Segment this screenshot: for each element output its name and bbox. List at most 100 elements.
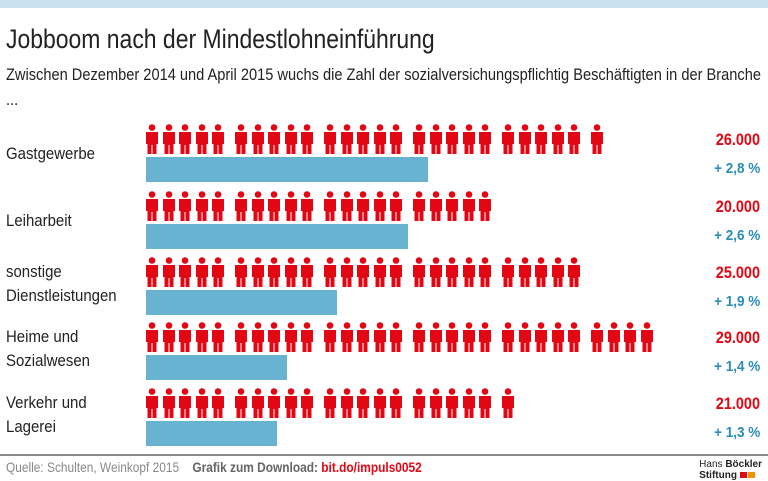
person-icon — [567, 257, 581, 287]
person-icon — [389, 257, 403, 287]
person-icon — [267, 191, 281, 221]
top-bar — [0, 0, 768, 8]
value-label: 26.000 — [715, 130, 760, 149]
person-icon — [590, 124, 604, 154]
person-icon — [518, 124, 532, 154]
person-icon — [551, 322, 565, 352]
person-icon — [300, 388, 314, 418]
person-icon — [429, 257, 443, 287]
person-icon — [429, 388, 443, 418]
category-label: Heime und Sozialwesen — [6, 327, 90, 370]
person-icon — [462, 322, 476, 352]
person-icon — [234, 191, 248, 221]
chart-subtitle: Zwischen Dezember 2014 und April 2015 wu… — [6, 65, 761, 109]
person-icon — [162, 388, 176, 418]
person-icon — [195, 322, 209, 352]
person-icon — [300, 191, 314, 221]
person-icon — [340, 257, 354, 287]
person-icon — [373, 257, 387, 287]
download-link[interactable]: bit.do/impuls0052 — [321, 459, 422, 475]
person-icon — [518, 322, 532, 352]
person-icon — [373, 388, 387, 418]
person-icon — [284, 388, 298, 418]
person-icon — [145, 388, 159, 418]
person-icon — [412, 388, 426, 418]
logo-text: Böckler — [725, 459, 762, 470]
person-icon — [162, 257, 176, 287]
person-icon — [195, 388, 209, 418]
person-icon — [267, 257, 281, 287]
person-icon — [211, 191, 225, 221]
category-label: Leiharbeit — [6, 211, 72, 230]
value-label: 29.000 — [715, 328, 760, 347]
person-icon — [518, 257, 532, 287]
person-icon — [211, 257, 225, 287]
person-icon — [251, 322, 265, 352]
person-icon — [211, 388, 225, 418]
person-icon — [412, 322, 426, 352]
person-icon — [323, 124, 337, 154]
person-icon — [623, 322, 637, 352]
person-icon — [429, 191, 443, 221]
person-icon — [300, 257, 314, 287]
person-icon — [340, 388, 354, 418]
person-icon — [178, 191, 192, 221]
footer-text: Quelle: Schulten, Weinkopf 2015 Grafik z… — [6, 459, 422, 475]
person-icon — [640, 322, 654, 352]
percent-label: + 2,6 % — [713, 227, 760, 244]
person-icon — [429, 124, 443, 154]
person-icon — [267, 388, 281, 418]
person-icon — [534, 124, 548, 154]
person-icon — [356, 257, 370, 287]
percent-label: + 1,3 % — [713, 424, 760, 441]
person-icon — [323, 322, 337, 352]
person-icon — [178, 322, 192, 352]
person-icon — [445, 191, 459, 221]
category-label: Gastgewerbe — [6, 144, 95, 163]
person-icon — [178, 388, 192, 418]
percent-label: + 1,9 % — [713, 293, 760, 310]
person-icon — [567, 124, 581, 154]
growth-bar — [146, 224, 408, 249]
person-icon — [234, 124, 248, 154]
logo-text: Hans — [699, 459, 723, 470]
person-icon — [251, 191, 265, 221]
person-icon — [445, 388, 459, 418]
person-icon — [445, 257, 459, 287]
growth-bar — [146, 421, 277, 446]
person-icon — [323, 257, 337, 287]
person-icon — [145, 257, 159, 287]
person-icon — [211, 124, 225, 154]
person-icon — [300, 322, 314, 352]
person-icon — [162, 322, 176, 352]
category-label: Verkehr und Lagerei — [6, 393, 87, 436]
person-icon — [340, 124, 354, 154]
person-icon — [567, 322, 581, 352]
person-icon — [145, 191, 159, 221]
person-icon — [251, 388, 265, 418]
chart-title: Jobboom nach der Mindestlohneinführung — [6, 24, 435, 54]
person-icon — [389, 322, 403, 352]
person-icon — [478, 388, 492, 418]
person-icon — [429, 322, 443, 352]
growth-bar — [146, 355, 287, 380]
person-icon — [211, 322, 225, 352]
person-icon — [462, 388, 476, 418]
person-icon — [478, 124, 492, 154]
person-icon — [356, 322, 370, 352]
value-label: 25.000 — [715, 263, 760, 282]
person-icon — [412, 191, 426, 221]
person-icon — [607, 322, 621, 352]
person-icon — [284, 124, 298, 154]
person-icon — [340, 191, 354, 221]
person-icon — [590, 322, 604, 352]
person-icon — [412, 124, 426, 154]
person-icon — [373, 322, 387, 352]
value-label: 20.000 — [715, 197, 760, 216]
person-icon — [145, 124, 159, 154]
person-icon — [373, 191, 387, 221]
value-label: 21.000 — [715, 394, 760, 413]
logo-text: Stiftung — [699, 470, 737, 481]
download-label: Grafik zum Download: — [192, 459, 318, 475]
person-icon — [389, 124, 403, 154]
